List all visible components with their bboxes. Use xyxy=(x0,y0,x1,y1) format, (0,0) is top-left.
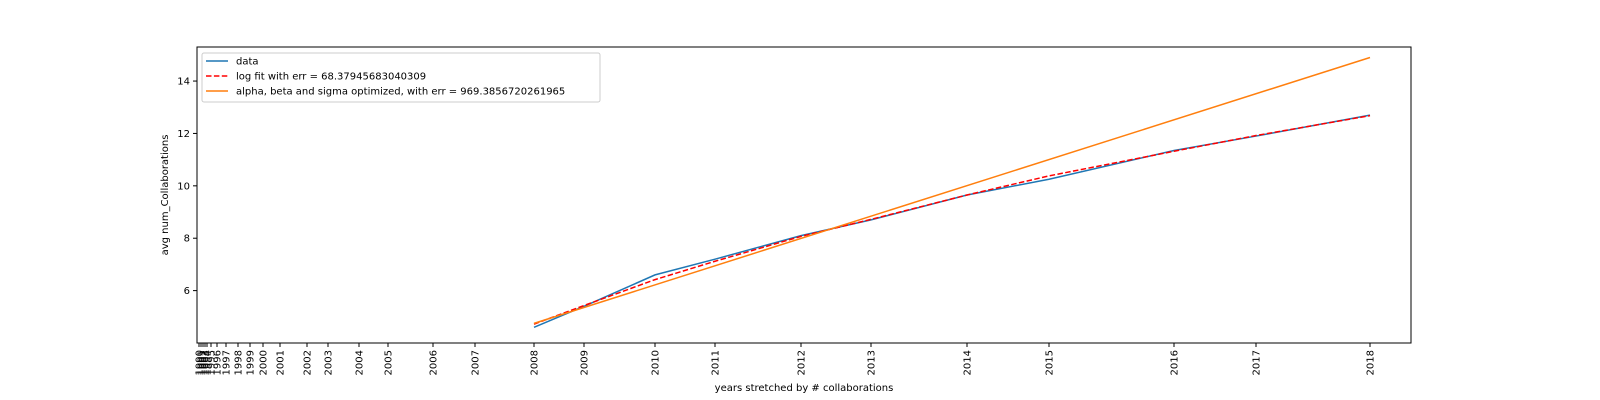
x-tick-label: 2012 xyxy=(797,350,808,375)
x-tick-label: 1997 xyxy=(222,350,233,375)
x-tick-label: 2018 xyxy=(1366,350,1377,375)
legend-box xyxy=(201,52,601,103)
x-tick-label: 2009 xyxy=(580,350,591,375)
x-tick-label: 1993 xyxy=(201,350,212,375)
legend-entry-0: data xyxy=(236,57,259,68)
x-tick-label: 2008 xyxy=(530,350,541,375)
x-tick-label: 2000 xyxy=(259,350,270,375)
x-tick-label: 2004 xyxy=(355,350,366,375)
y-axis: 6 8 10 12 14 xyxy=(177,77,197,297)
series-layer xyxy=(533,56,1371,328)
x-tick-label: 2016 xyxy=(1170,350,1181,375)
y-tick-label: 12 xyxy=(177,129,190,140)
x-tick-label: 2013 xyxy=(867,350,878,375)
series-line-2 xyxy=(533,56,1371,325)
y-tick-label: 8 xyxy=(184,234,190,245)
x-tick-label: 2010 xyxy=(651,350,662,375)
x-tick-label: 1992 xyxy=(199,350,210,375)
x-tick-label: 2002 xyxy=(303,350,314,375)
series-line-1 xyxy=(533,114,1371,325)
x-tick-label: 1998 xyxy=(234,350,245,375)
x-tick-label: 1999 xyxy=(246,350,257,375)
x-tick-label: 2011 xyxy=(711,350,722,375)
x-tick-label: 1990 xyxy=(195,350,206,375)
x-tick-label: 2017 xyxy=(1252,350,1263,375)
x-tick-label: 1995 xyxy=(207,350,218,375)
y-axis-label: avg num_Collaborations xyxy=(160,135,171,256)
x-tick-label: 1996 xyxy=(213,350,224,375)
x-tick-label: 2014 xyxy=(963,350,974,375)
x-tick-label: 2006 xyxy=(429,350,440,375)
plot-frame xyxy=(196,46,1412,344)
x-axis-label: years stretched by # collaborations xyxy=(715,383,894,394)
y-tick-label: 14 xyxy=(177,77,190,88)
x-tick-label: 2005 xyxy=(384,350,395,375)
series-line-0 xyxy=(533,114,1371,328)
x-tick-label: 2003 xyxy=(324,350,335,375)
y-tick-label: 6 xyxy=(184,286,190,297)
x-tick-label: 1991 xyxy=(197,350,208,375)
x-tick-label: 2007 xyxy=(471,350,482,375)
y-tick-label: 10 xyxy=(177,181,190,192)
x-tick-label: 1994 xyxy=(203,350,214,375)
legend: data log fit with err = 68.37945683040309… xyxy=(201,52,601,103)
legend-entry-1: log fit with err = 68.37945683040309 xyxy=(236,72,426,83)
legend-entry-2: alpha, beta and sigma optimized, with er… xyxy=(236,87,565,98)
x-tick-label: 2015 xyxy=(1045,350,1056,375)
x-tick-label: 2001 xyxy=(276,350,287,375)
